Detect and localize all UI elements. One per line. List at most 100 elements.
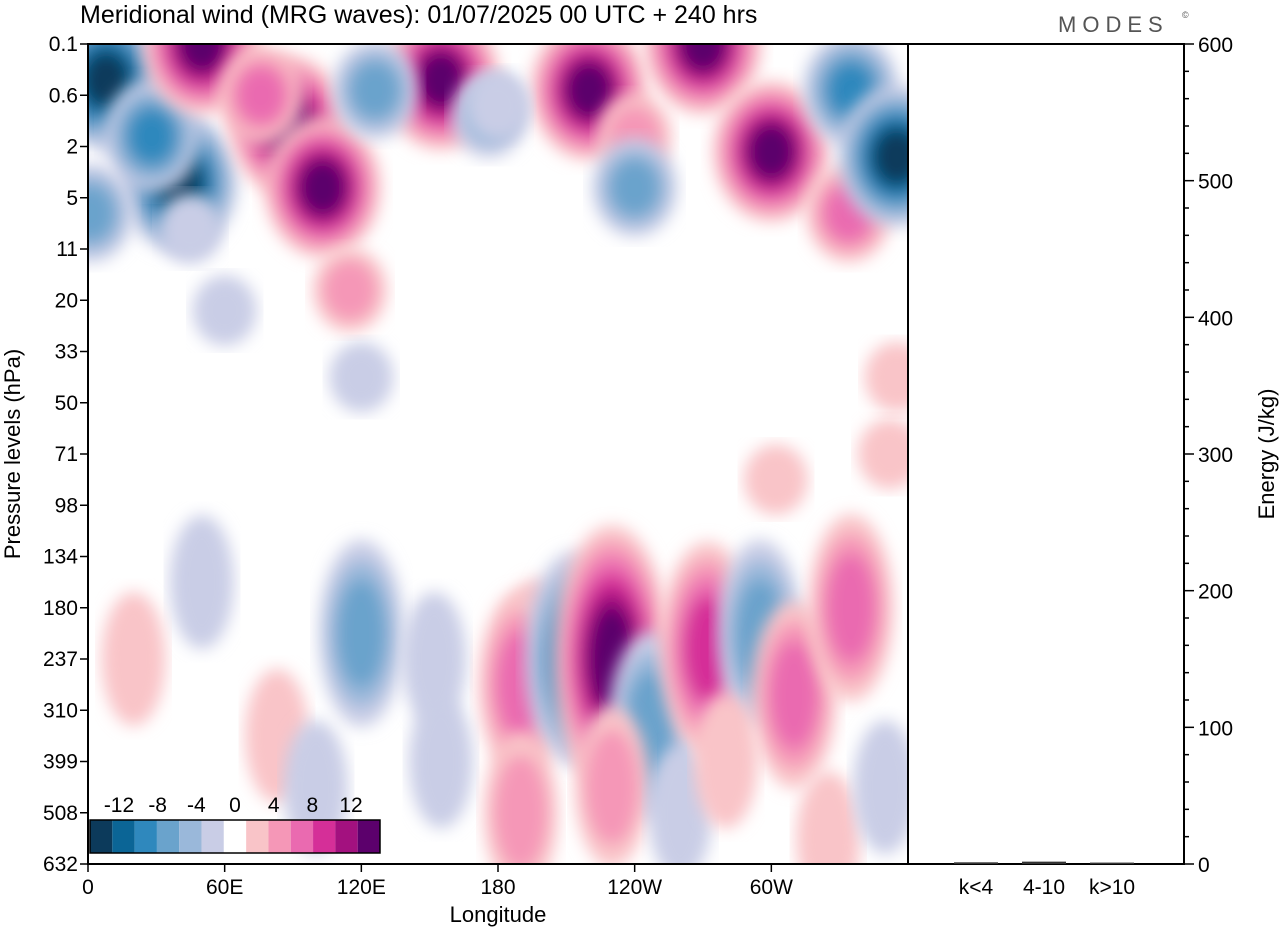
wind-feature-48 [853,720,908,855]
contour-blobs [88,44,908,864]
energy-bar [1090,862,1134,865]
logo-copyright-mark: © [1182,10,1189,20]
wind-feature-23 [329,341,394,413]
energy-tick-label: 300 [1198,444,1233,467]
wind-contour [769,640,819,749]
wind-contour [128,108,176,164]
colorbar-cell [201,820,224,853]
colorbar-cell [335,820,358,853]
wind-contour [101,592,166,726]
x-tick-label: 120E [337,876,386,899]
chart-title: Meridional wind (MRG waves): 01/07/2025 … [80,1,757,29]
wind-contour [796,771,861,864]
energy-bar [1022,861,1066,864]
y-tick-label: 50 [55,392,78,415]
colorbar-cell [246,820,269,853]
wind-contour [610,159,660,216]
colorbar-cell [290,820,314,853]
colorbar-label: 0 [229,794,241,817]
wind-contour [329,341,394,413]
wind-contour [679,44,727,72]
wind-feature-25 [402,592,467,726]
wind-feature-21 [466,70,530,141]
wind-feature-12 [644,44,762,115]
wind-feature-20 [837,86,908,228]
energy-bar [954,862,998,864]
energy-tick-label: 200 [1198,581,1233,604]
colorbar: -12 -8 -4 0 4 8 12 [89,794,381,854]
colorbar-cell [134,820,157,853]
wind-contour [88,52,130,108]
wind-contour [585,729,639,845]
wind-contour [693,694,758,829]
wind-contour [323,259,377,321]
wind-feature-7 [263,117,382,258]
y-tick-label: 2 [66,136,78,159]
colorbar-cell [90,820,113,853]
x-axis-label: Longitude [450,902,547,927]
wind-feature-39 [101,592,166,726]
y-tick-label: 33 [55,341,78,364]
wind-contour [748,123,795,180]
longitude-axis: 0 60E 120E 180 120W 60W [82,864,793,899]
wind-feature-29 [553,525,671,793]
wind-feature-11 [530,44,648,161]
x-tick-label: 120W [607,876,662,899]
colorbar-cell [313,820,336,853]
y-tick-label: 5 [66,187,78,210]
y-tick-label: 399 [43,751,78,774]
wind-feature-8 [218,45,304,145]
colorbar-cell [156,820,180,853]
colorbar-cell [223,820,247,853]
y-tick-label: 71 [55,443,78,466]
wind-contour [236,66,286,124]
wind-feature-34 [808,514,894,702]
wind-feature-13 [712,81,830,223]
energy-tick-label: 100 [1198,717,1233,740]
colorbar-label: 8 [306,794,318,817]
wind-contour [466,70,530,141]
colorbar-cell [112,820,135,853]
pressure-axis: 0.1 0.6 2 5 11 20 33 50 71 98 134 180 237 310 399 508 63… [43,33,88,876]
wind-feature-38 [169,515,234,650]
colorbar-cell [357,820,380,853]
wind-contour [864,341,908,413]
x-tick-label: 0 [82,876,94,899]
energy-tick-label: 400 [1198,307,1233,330]
wind-contour [350,61,400,119]
energy-tick-label: 0 [1198,854,1210,877]
wind-contour [418,52,465,108]
wind-feature-36 [857,418,908,490]
y-tick-label: 632 [43,853,78,876]
wind-contour [853,720,908,855]
wind-feature-2 [103,79,200,193]
y-axis-label: Pressure levels (hPa) [0,349,25,559]
energy-panel-frame [907,43,1185,865]
wind-contour [169,515,234,650]
wind-feature-9 [312,247,388,333]
energy-axis: 0 100 200 300 400 500 600 [1184,34,1233,877]
x-tick-label: 180 [480,876,515,899]
wind-feature-18 [592,138,678,237]
colorbar-label: -12 [104,794,134,817]
colorbar-label: -4 [187,794,206,817]
colorbar-frame [89,819,381,854]
y-tick-label: 310 [43,699,78,722]
wind-feature-22 [192,275,257,346]
y-tick-label: 0.1 [49,33,78,56]
colorbar-label: 4 [268,794,280,817]
wind-contour [409,694,474,829]
wind-contour [336,579,386,688]
y-tick-label: 20 [55,289,78,312]
energy-tick-label: 600 [1198,34,1233,57]
energy-category-label: 4-10 [1023,876,1065,899]
wind-feature-35 [743,444,808,515]
colorbar-cell [179,820,202,853]
wind-feature-3 [88,163,133,263]
x-tick-label: 60W [750,876,793,899]
modes-logo: MODES [1058,12,1169,37]
wind-contour [402,592,467,726]
wind-contour [158,193,223,264]
y-tick-label: 0.6 [49,84,78,107]
wind-contour [566,62,613,118]
